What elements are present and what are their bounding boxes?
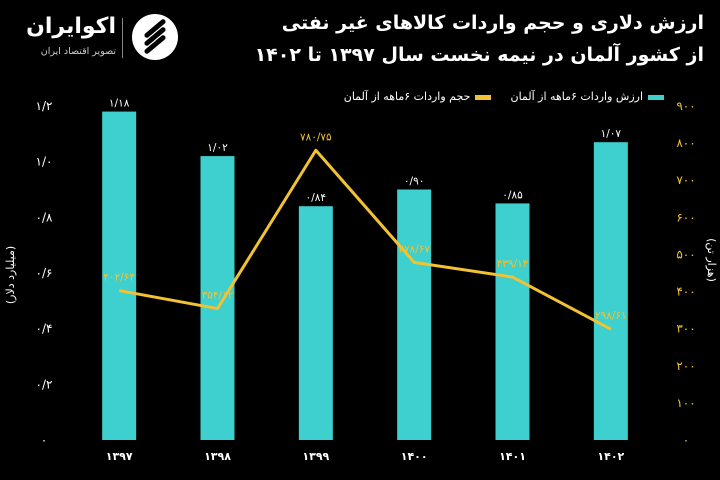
line-label-4: ۴۳۹/۱۴ (497, 258, 529, 270)
right-axis-tick-0: ۰ (683, 433, 689, 447)
line-label-2: ۷۸۰/۷۵ (300, 131, 332, 143)
x-axis-tick-1: ۱۳۹۸ (204, 450, 231, 463)
left-axis-tick-6: ۱/۲ (36, 99, 53, 113)
axis-titles: (میلیارد دلار) (هزار تن) (4, 238, 718, 304)
right-axis-tick-2: ۲۰۰ (676, 359, 695, 373)
right-axis-tick-3: ۳۰۰ (676, 322, 695, 336)
line-label-3: ۴۷۸/۶۷ (398, 243, 430, 255)
logo: اکوایران تصویر اقتصاد ایران (14, 12, 214, 72)
line-label-5: ۲۹۸/۶۱ (595, 310, 627, 322)
right-axis-tick-1: ۱۰۰ (676, 396, 695, 410)
bar-label-2: ۰/۸۴ (306, 192, 326, 204)
right-axis-tick-9: ۹۰۰ (676, 99, 695, 113)
bar-4 (495, 203, 530, 440)
line-labels: ۴۰۲/۶۴ ۳۵۴/۱۲ ۷۸۰/۷۵ ۴۷۸/۶۷ ۴۳۹/۱۴ ۲۹۸/۶۱ (103, 131, 626, 322)
legend-swatch-bar (648, 94, 664, 100)
legend-label-bar: ارزش واردات ۶ماهه از آلمان (510, 90, 643, 103)
logo-name: اکوایران (26, 14, 116, 39)
chart-title-line-1: ارزش دلاری و حجم واردات کالاهای غیر نفتی (281, 12, 704, 34)
left-axis-title: (میلیارد دلار) (4, 246, 17, 304)
x-axis-ticks: ۱۳۹۷ ۱۳۹۸ ۱۳۹۹ ۱۴۰۰ ۱۴۰۱ ۱۴۰۲ (106, 450, 625, 463)
x-axis-tick-3: ۱۴۰۰ (401, 450, 428, 463)
legend-item-bar: ارزش واردات ۶ماهه از آلمان (510, 90, 664, 103)
left-axis-tick-3: ۰/۶ (36, 266, 53, 280)
right-axis-tick-5: ۵۰۰ (676, 247, 695, 261)
left-axis-tick-0: ۰ (41, 433, 47, 447)
legend: ارزش واردات ۶ماهه از آلمان حجم واردات ۶م… (330, 86, 664, 103)
x-axis-tick-4: ۱۴۰۱ (499, 450, 526, 463)
left-axis-ticks: ۰ ۰/۲ ۰/۴ ۰/۶ ۰/۸ ۱/۰ ۱/۲ (36, 99, 53, 447)
bar-label-5: ۱/۰۷ (601, 128, 622, 140)
right-axis-tick-7: ۷۰۰ (676, 173, 695, 187)
ecoiran-logo-icon (132, 14, 178, 60)
bar-2 (298, 206, 333, 440)
left-axis-tick-5: ۱/۰ (36, 155, 53, 169)
right-axis-title: (هزار تن) (705, 238, 718, 282)
left-axis-tick-4: ۰/۸ (36, 210, 53, 224)
bar-5 (593, 142, 628, 440)
left-axis-tick-1: ۰/۲ (36, 377, 53, 391)
bar-1 (200, 156, 235, 440)
right-axis-tick-8: ۸۰۰ (676, 136, 695, 150)
line-label-1: ۳۵۴/۱۲ (202, 290, 234, 302)
right-axis-ticks: ۰ ۱۰۰ ۲۰۰ ۳۰۰ ۴۰۰ ۵۰۰ ۶۰۰ ۷۰۰ ۸۰۰ ۹۰۰ (676, 99, 695, 447)
logo-divider (122, 18, 123, 58)
bar-label-4: ۰/۸۵ (502, 189, 523, 201)
logo-tagline: تصویر اقتصاد ایران (40, 46, 116, 57)
right-axis-tick-6: ۶۰۰ (676, 210, 695, 224)
bar-labels: ۱/۱۸ ۱/۰۲ ۰/۸۴ ۰/۹۰ ۰/۸۵ ۱/۰۷ (109, 98, 621, 205)
bar-label-3: ۰/۹۰ (404, 176, 424, 188)
bars (102, 111, 628, 441)
bar-0 (102, 111, 137, 441)
volume-line (118, 148, 612, 331)
chart-title-line-2: از کشور آلمان در نیمه نخست سال ۱۳۹۷ تا ۱… (254, 44, 704, 66)
bar-label-1: ۱/۰۲ (207, 142, 228, 154)
legend-item-line: حجم واردات ۶ماهه از آلمان (344, 90, 492, 103)
x-axis-tick-0: ۱۳۹۷ (106, 450, 133, 463)
x-axis-tick-2: ۱۳۹۹ (302, 450, 329, 463)
right-axis-tick-4: ۴۰۰ (676, 285, 695, 299)
header: اکوایران تصویر اقتصاد ایران ارزش دلاری و… (0, 0, 720, 80)
legend-label-line: حجم واردات ۶ماهه از آلمان (343, 90, 471, 103)
bar-3 (397, 189, 432, 440)
bar-label-0: ۱/۱۸ (109, 98, 130, 110)
left-axis-tick-2: ۰/۴ (36, 322, 53, 336)
line-label-0: ۴۰۲/۶۴ (103, 272, 135, 284)
line-series (118, 148, 612, 331)
legend-swatch-line (475, 94, 492, 100)
x-axis-tick-5: ۱۴۰۲ (597, 450, 624, 463)
